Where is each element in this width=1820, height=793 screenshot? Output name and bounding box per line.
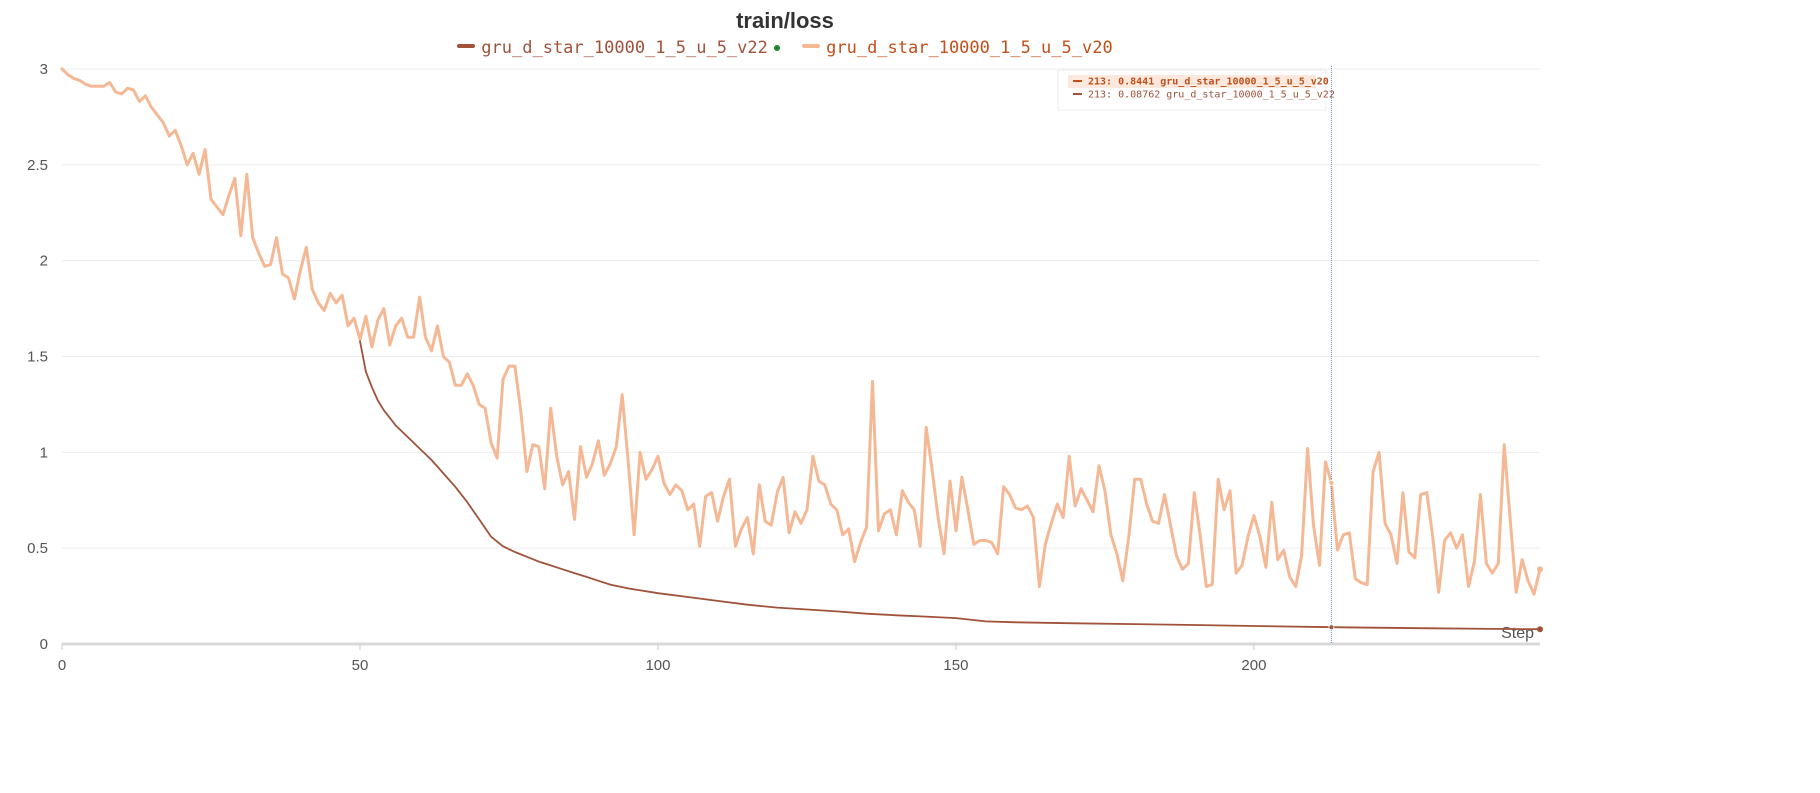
x-tick-label: 150 <box>943 657 968 674</box>
axes: 0 0.5 1 1.5 2 2.5 3 0 50 100 150 200 Step <box>27 61 1540 674</box>
x-tick-label: 0 <box>58 657 66 674</box>
chart-title: train/loss <box>736 8 834 33</box>
grid <box>62 68 1540 549</box>
legend-label-v22: gru_d_star_10000_1_5_u_5_v22 <box>481 38 768 58</box>
legend: gru_d_star_10000_1_5_u_5_v22 gru_d_star_… <box>0 38 1570 58</box>
tooltip-row-highlight <box>1068 75 1316 88</box>
status-dot-icon <box>773 45 780 51</box>
tooltip-row: 213: 0.8441 gru_d_star_10000_1_5_u_5_v20 <box>1088 77 1329 88</box>
y-tick-label: 0.5 <box>27 540 48 557</box>
x-axis-title: Step <box>1501 625 1534 642</box>
y-tick-label: 1 <box>40 444 48 461</box>
tooltip-row: 213: 0.08762 gru_d_star_10000_1_5_u_5_v2… <box>1088 90 1335 101</box>
hover-point <box>1328 624 1335 631</box>
x-tick-label: 50 <box>352 657 369 674</box>
y-tick-label: 2.5 <box>27 157 48 174</box>
y-tick-label: 1.5 <box>27 349 48 366</box>
legend-swatch-v20 <box>802 44 821 48</box>
hover-point <box>1328 480 1335 486</box>
y-tick-label: 3 <box>40 61 48 78</box>
y-tick-label: 2 <box>40 253 48 270</box>
legend-item-v22[interactable]: gru_d_star_10000_1_5_u_5_v22 <box>457 38 780 58</box>
x-tick-label: 100 <box>645 657 670 674</box>
x-tick-label: 200 <box>1241 657 1266 674</box>
legend-swatch-v22 <box>457 44 476 48</box>
legend-item-v20[interactable]: gru_d_star_10000_1_5_u_5_v20 <box>802 38 1113 58</box>
series-end-point <box>1537 626 1543 633</box>
legend-label-v20: gru_d_star_10000_1_5_u_5_v20 <box>826 38 1113 58</box>
y-tick-label: 0 <box>40 636 48 653</box>
series-line-v20 <box>60 67 1542 596</box>
series-line-v22 <box>359 340 1541 631</box>
series-end-point <box>1537 566 1543 573</box>
hover-tooltip: 213: 0.8441 gru_d_star_10000_1_5_u_5_v20… <box>1057 66 1335 644</box>
series-lines <box>60 67 1543 633</box>
